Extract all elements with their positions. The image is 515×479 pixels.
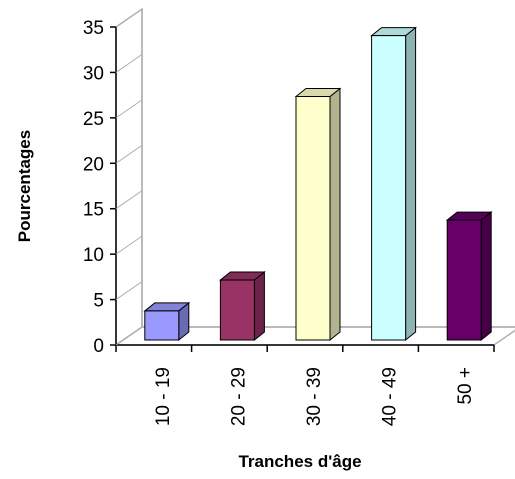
wall-tick-line (115, 144, 143, 164)
wall-tick-line (115, 281, 143, 300)
x-tick-label: 40 - 49 (380, 367, 401, 426)
bar-side (405, 26, 417, 342)
x-axis-ticks: 10 - 19 20 - 29 30 - 39 40 - 49 50 + (115, 345, 495, 426)
bar-side (329, 87, 341, 342)
x-tick-label: 50 + (455, 367, 476, 405)
y-tick-label: 25 (83, 109, 104, 130)
wall-tick-line (115, 54, 143, 73)
x-axis-title: Tranches d'âge (238, 452, 361, 471)
bar-side (253, 270, 265, 342)
x-tick-label: 30 - 39 (304, 367, 325, 426)
wall-tick-line (115, 99, 143, 119)
bar-side (480, 211, 492, 342)
wall-tick-line (115, 8, 143, 28)
y-axis-title: Pourcentages (15, 130, 34, 242)
x-tick-label: 10 - 19 (153, 367, 174, 426)
wall-tick-line (115, 235, 143, 255)
y-tick-label: 35 (83, 18, 104, 39)
y-tick-label: 0 (93, 336, 104, 357)
y-tick-label: 15 (83, 200, 104, 221)
y-axis-ticks: 0 5 10 15 20 25 30 35 (83, 8, 143, 357)
y-tick-label: 10 (83, 245, 104, 266)
bar-5 (445, 211, 493, 342)
bar-front (446, 219, 482, 341)
bar-front (219, 279, 255, 341)
y-tick-label: 20 (83, 154, 104, 175)
bar-2 (218, 270, 266, 342)
y-tick-label: 30 (83, 63, 104, 84)
x-tick-label: 20 - 29 (228, 367, 249, 426)
side-wall (115, 7, 143, 347)
wall-tick-line (115, 190, 143, 210)
bar-4 (370, 26, 418, 342)
bars (143, 26, 493, 342)
wall-tick-line (115, 326, 143, 346)
bar-front (295, 96, 331, 341)
y-tick-label: 5 (93, 291, 104, 312)
bar-1 (143, 301, 191, 342)
bar-front (371, 35, 407, 341)
bar-front (144, 310, 180, 341)
bar-3 (294, 87, 342, 342)
